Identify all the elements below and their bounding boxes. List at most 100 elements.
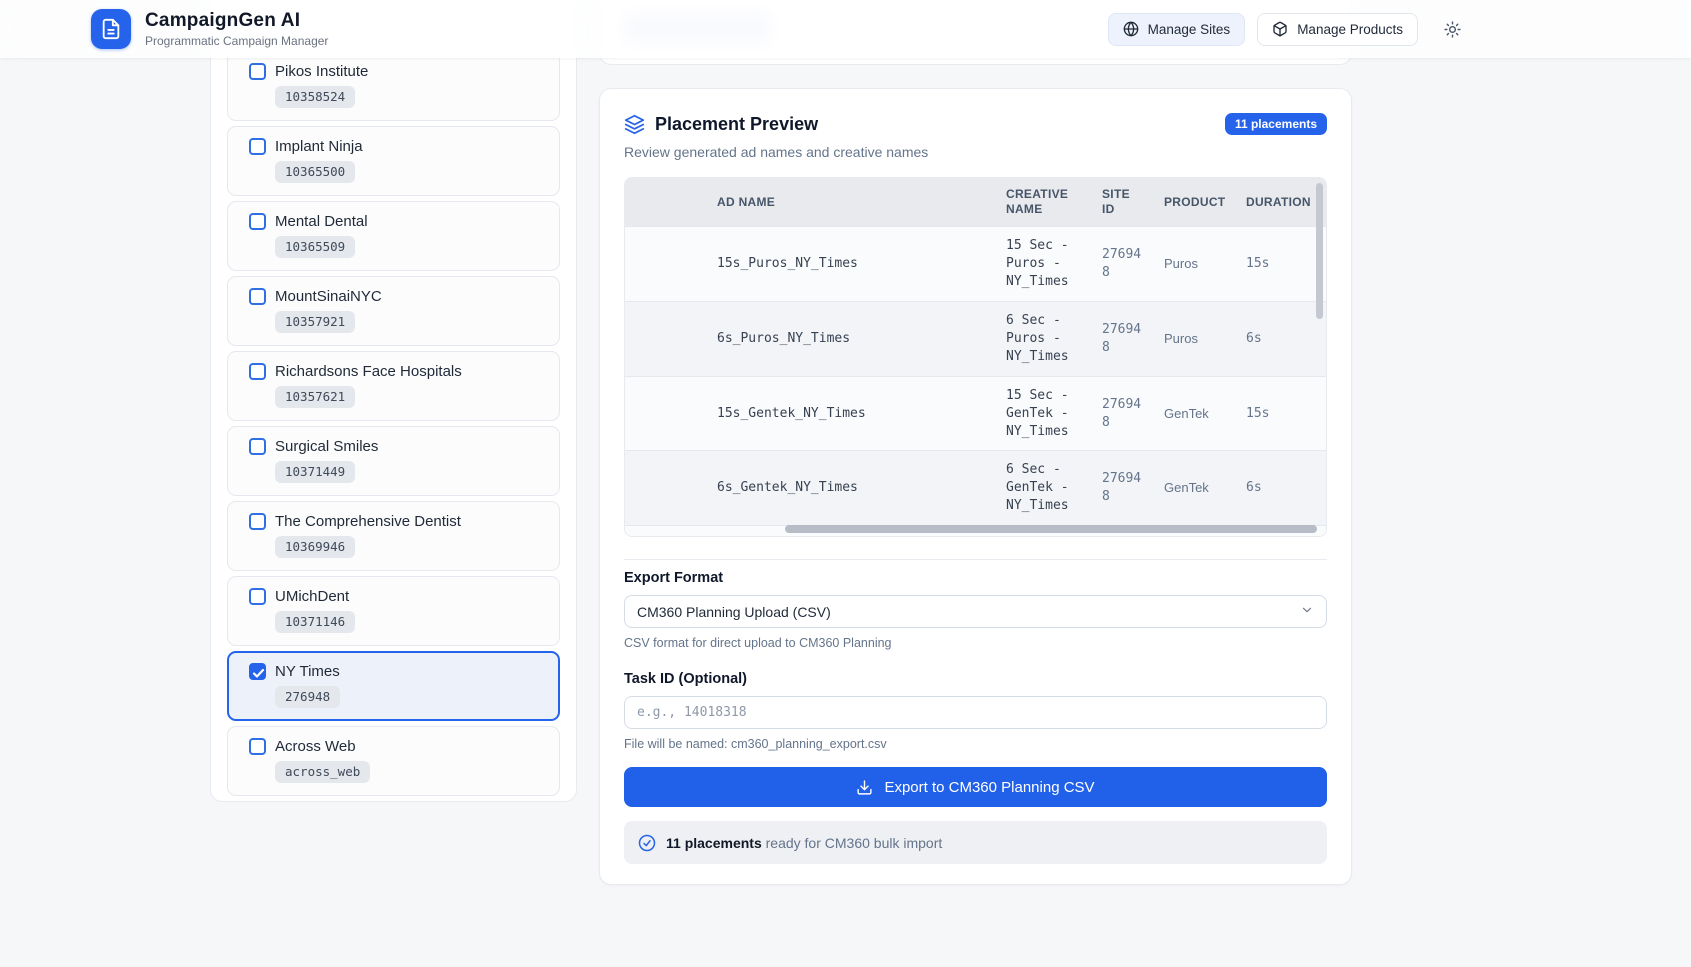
cell-creative-name: 6 Sec - Puros - NY_Times [996,300,1092,377]
theme-toggle-button[interactable] [1438,15,1466,43]
cell-creative-name: 15 Sec - Puros - NY_Times [996,226,1092,302]
export-format-label: Export Format [624,570,724,586]
horizontal-scrollbar[interactable] [785,525,1317,533]
site-name: UMichDent [275,588,350,605]
site-id-badge: 10365500 [275,161,356,183]
task-id-label: Task ID (Optional) [624,671,747,687]
table-row[interactable]: 6s_Puros_NY_Times 6 Sec - Puros - NY_Tim… [625,300,1326,377]
export-format-select[interactable]: CM360 Planning Upload (CSV) [624,595,1327,628]
site-checkbox[interactable] [249,288,266,305]
site-checkbox[interactable] [249,63,266,80]
site-checkbox[interactable] [249,738,266,755]
site-checkbox[interactable] [249,363,266,380]
site-item[interactable]: Richardsons Face Hospitals 10357621 [227,351,560,421]
site-checkbox[interactable] [249,438,266,455]
site-item[interactable]: Surgical Smiles 10371449 [227,426,560,496]
site-checkbox[interactable] [249,213,266,230]
manage-products-button[interactable]: Manage Products [1257,12,1418,46]
site-checkbox[interactable] [249,588,266,605]
site-id-badge: 10358524 [275,86,356,108]
cell-ad-name: 6s_Gentek_NY_Times [625,450,996,526]
site-id-badge: 276948 [275,686,341,708]
table-row[interactable]: 6s_Gentek_NY_Times 6 Sec - GenTek - NY_T… [625,450,1326,526]
site-checkbox[interactable] [249,663,266,680]
cell-duration: 15s [1236,226,1326,302]
site-id-badge: across_web [275,761,371,783]
panel-subtitle: Review generated ad names and creative n… [624,144,929,160]
cell-duration: 6s [1236,450,1326,526]
col-header-site-id: SITE ID [1092,178,1154,227]
check-icon [252,668,265,678]
site-item[interactable]: NY Times 276948 [227,651,560,721]
document-icon [102,18,120,40]
placement-table: AD NAME CREATIVE NAME SITE ID PRODUCT DU… [625,178,1326,536]
cell-creative-name: 15 Sec - GenTek - NY_Times [996,375,1092,451]
site-name: NY Times [275,663,340,680]
site-item[interactable]: Implant Ninja 10365500 [227,126,560,196]
site-name: Richardsons Face Hospitals [275,363,462,380]
site-id-badge: 10357921 [275,311,356,333]
site-item[interactable]: Mental Dental 10365509 [227,201,560,271]
app-title: CampaignGen AI [145,10,301,31]
manage-products-label: Manage Products [1297,21,1403,37]
manage-sites-label: Manage Sites [1147,21,1231,37]
site-item[interactable]: Pikos Institute 10358524 [227,51,560,121]
status-text: 11 placements ready for CM360 bulk impor… [666,835,942,851]
globe-icon [1123,21,1138,37]
placement-table-container[interactable]: AD NAME CREATIVE NAME SITE ID PRODUCT DU… [624,177,1327,537]
site-id-badge: 10371449 [275,461,356,483]
task-id-helper: File will be named: cm360_planning_expor… [624,737,887,751]
site-selector-panel: Pikos Institute 10358524 Implant Ninja 1… [210,0,577,802]
site-id-badge: 10365509 [275,236,356,258]
cell-creative-name: 6 Sec - GenTek - NY_Times [996,450,1092,526]
cell-product: GenTek [1154,375,1236,451]
layers-icon [624,114,645,134]
site-name: The Comprehensive Dentist [275,513,461,530]
status-rest: ready for CM360 bulk import [761,834,943,851]
export-format-helper: CSV format for direct upload to CM360 Pl… [624,636,892,650]
col-header-ad-name: AD NAME [625,178,996,227]
cell-site-id: 276948 [1092,300,1154,377]
cell-ad-name: 6s_Puros_NY_Times [625,300,996,377]
table-row[interactable]: 15s_Gentek_NY_Times 15 Sec - GenTek - NY… [625,375,1326,451]
cell-ad-name: 15s_Puros_NY_Times [625,226,996,302]
sun-icon [1443,20,1461,38]
status-count: 11 placements [666,834,762,851]
cell-product: GenTek [1154,450,1236,526]
site-id-badge: 10371146 [275,611,356,633]
site-item[interactable]: UMichDent 10371146 [227,576,560,646]
app-subtitle: Programmatic Campaign Manager [145,34,329,48]
site-checkbox[interactable] [249,138,266,155]
divider [624,559,1327,560]
app-header: CampaignGen AI Programmatic Campaign Man… [0,0,1691,58]
chevron-down-icon [1300,603,1314,620]
panel-title: Placement Preview [655,113,819,134]
table-row[interactable]: 15s_Puros_NY_Times 15 Sec - Puros - NY_T… [625,226,1326,302]
site-checkbox[interactable] [249,513,266,530]
site-name: Mental Dental [275,213,368,230]
task-id-input[interactable] [624,696,1327,729]
site-list: Pikos Institute 10358524 Implant Ninja 1… [227,51,560,796]
site-item[interactable]: MountSinaiNYC 10357921 [227,276,560,346]
site-id-badge: 10357621 [275,386,356,408]
cell-site-id: 276948 [1092,226,1154,302]
export-format-value: CM360 Planning Upload (CSV) [637,603,831,620]
site-name: Implant Ninja [275,138,363,155]
download-icon [857,779,873,795]
manage-sites-button[interactable]: Manage Sites [1107,12,1246,46]
export-csv-button[interactable]: Export to CM360 Planning CSV [624,767,1327,807]
package-icon [1273,21,1287,37]
site-item[interactable]: The Comprehensive Dentist 10369946 [227,501,560,571]
app-logo [91,9,131,49]
site-item[interactable]: Across Web across_web [227,726,560,796]
cell-duration: 15s [1236,375,1326,451]
site-name: Pikos Institute [275,63,369,80]
cell-ad-name: 15s_Gentek_NY_Times [625,375,996,451]
status-bar: 11 placements ready for CM360 bulk impor… [624,821,1327,864]
cell-product: Puros [1154,226,1236,302]
cell-duration: 6s [1236,300,1326,377]
vertical-scrollbar[interactable] [1316,183,1323,319]
check-circle-icon [638,834,656,851]
cell-site-id: 276948 [1092,450,1154,526]
col-header-creative-name: CREATIVE NAME [996,178,1092,227]
